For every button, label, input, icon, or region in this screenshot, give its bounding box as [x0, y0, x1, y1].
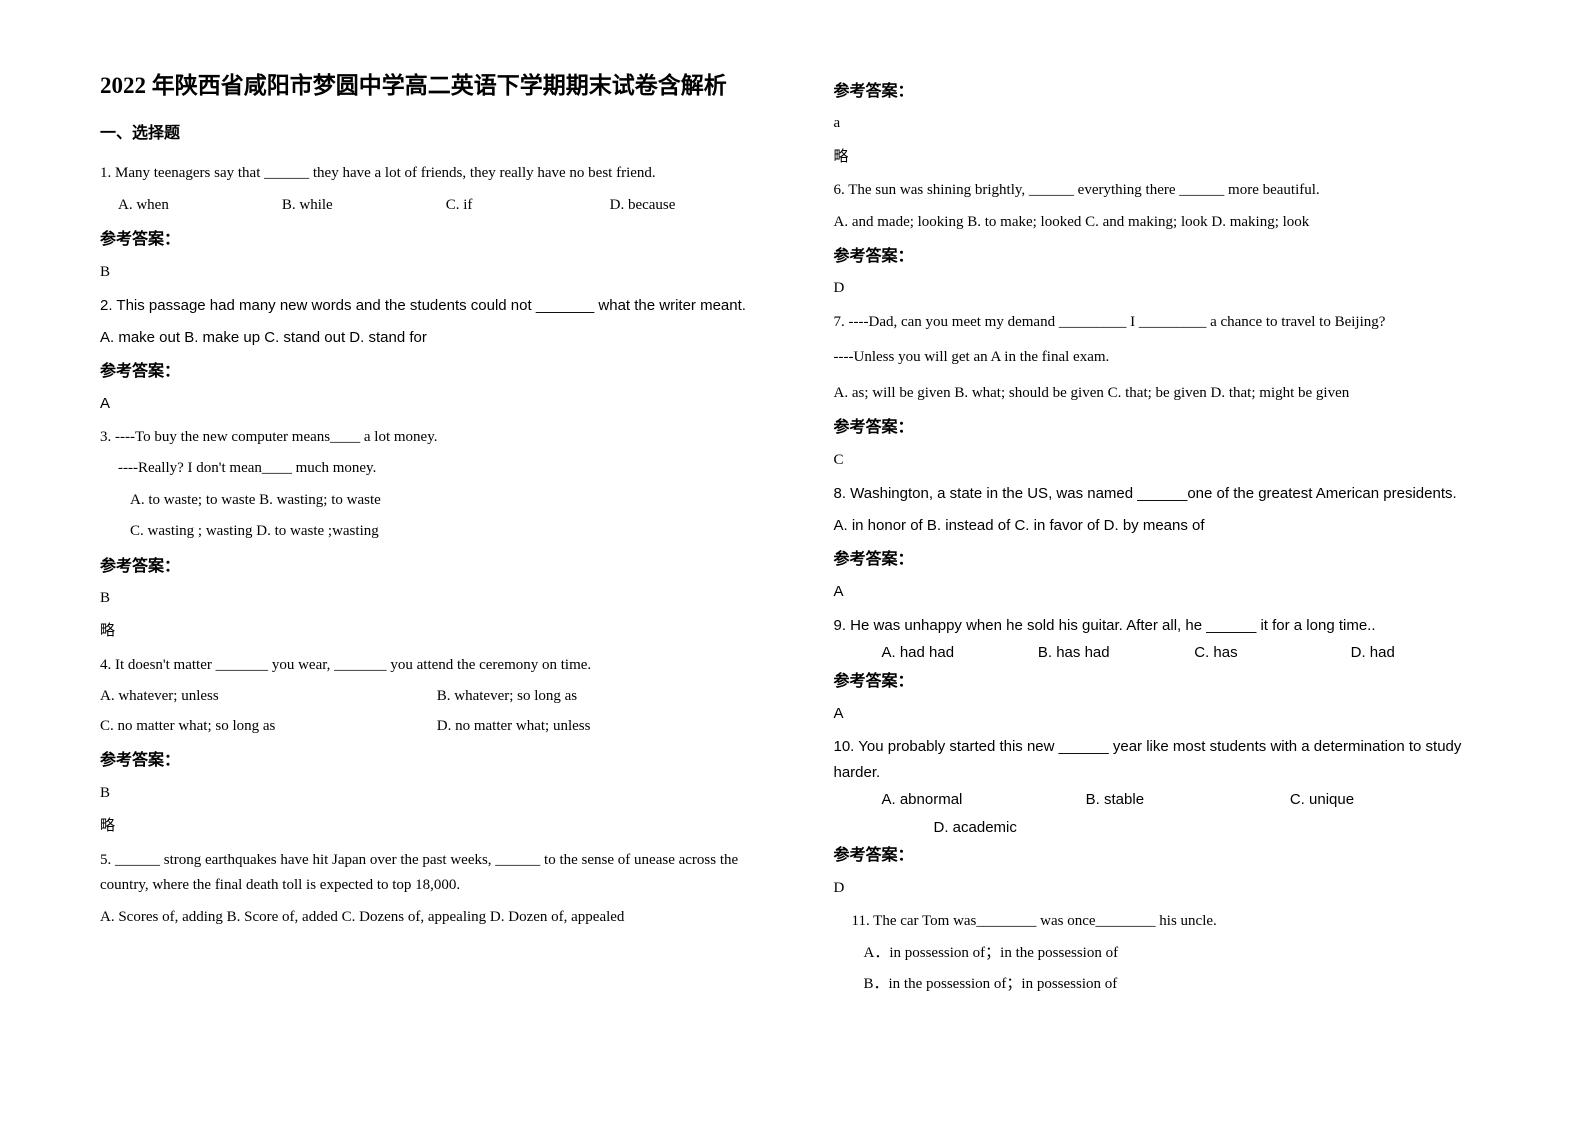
q3-answer: B	[100, 586, 774, 612]
q3-opts-cd: C. wasting ; wasting D. to waste ;wastin…	[100, 519, 774, 545]
q7-answer: C	[834, 448, 1508, 474]
q6-options: A. and made; looking B. to make; looked …	[834, 210, 1508, 236]
q3-omit: 略	[100, 619, 774, 645]
q1-text: 1. Many teenagers say that ______ they h…	[100, 161, 774, 187]
q8-text: 8. Washington, a state in the US, was na…	[834, 481, 1508, 507]
q2-options: A. make out B. make up C. stand out D. s…	[100, 325, 774, 351]
exam-page: 2022 年陕西省咸阳市梦圆中学高二英语下学期期末试卷含解析 一、选择题 1. …	[0, 0, 1587, 1044]
q1-opt-a: A. when	[118, 193, 282, 219]
q9-answer-label: 参考答案：	[834, 668, 1508, 695]
left-column: 2022 年陕西省咸阳市梦圆中学高二英语下学期期末试卷含解析 一、选择题 1. …	[100, 70, 774, 1004]
q9-opt-b: B. has had	[1038, 640, 1194, 666]
q1-answer: B	[100, 260, 774, 286]
q9-opt-d: D. had	[1351, 640, 1507, 666]
q3-answer-label: 参考答案：	[100, 553, 774, 580]
q4-opts-row2: C. no matter what; so long as D. no matt…	[100, 714, 774, 740]
q4-opt-a: A. whatever; unless	[100, 684, 437, 710]
section-heading: 一、选择题	[100, 120, 774, 147]
q4-answer: B	[100, 781, 774, 807]
q4-text: 4. It doesn't matter _______ you wear, _…	[100, 653, 774, 679]
page-title: 2022 年陕西省咸阳市梦圆中学高二英语下学期期末试卷含解析	[100, 70, 774, 102]
q10-answer: D	[834, 876, 1508, 902]
q10-answer-label: 参考答案：	[834, 842, 1508, 869]
q1-opt-d: D. because	[610, 193, 774, 219]
q1-opt-b: B. while	[282, 193, 446, 219]
q6-answer-label: 参考答案：	[834, 243, 1508, 270]
q4-opt-b: B. whatever; so long as	[437, 684, 774, 710]
q3-line2: ----Really? I don't mean____ much money.	[100, 456, 774, 482]
q1-answer-label: 参考答案：	[100, 226, 774, 253]
q10-opt-c: C. unique	[1290, 787, 1354, 813]
q6-answer: D	[834, 276, 1508, 302]
q2-text: 2. This passage had many new words and t…	[100, 293, 774, 319]
q5-omit: 略	[834, 145, 1508, 171]
q10-options-row1: A. abnormal B. stable C. unique	[834, 787, 1508, 813]
q7-line1: 7. ----Dad, can you meet my demand _____…	[834, 310, 1508, 336]
q2-answer-label: 参考答案：	[100, 358, 774, 385]
q9-options: A. had had B. has had C. has D. had	[834, 640, 1508, 666]
q10-text: 10. You probably started this new ______…	[834, 734, 1508, 785]
q7-options: A. as; will be given B. what; should be …	[834, 381, 1508, 407]
q1-options: A. when B. while C. if D. because	[100, 193, 774, 219]
q5-answer: a	[834, 111, 1508, 137]
q6-text: 6. The sun was shining brightly, ______ …	[834, 178, 1508, 204]
q5-answer-label: 参考答案：	[834, 78, 1508, 105]
q3-opts-ab: A. to waste; to waste B. wasting; to was…	[100, 488, 774, 514]
q10-opt-b: B. stable	[1086, 787, 1286, 813]
q5-text: 5. ______ strong earthquakes have hit Ja…	[100, 848, 774, 899]
q11-opt-a: A．in possession of；in the possession of	[834, 941, 1508, 967]
q4-opt-d: D. no matter what; unless	[437, 714, 774, 740]
q5-options: A. Scores of, adding B. Score of, added …	[100, 905, 774, 931]
q11-opt-b: B．in the possession of；in possession of	[834, 972, 1508, 998]
q3-line1: 3. ----To buy the new computer means____…	[100, 425, 774, 451]
q9-opt-a: A. had had	[882, 640, 1038, 666]
q9-answer: A	[834, 701, 1508, 727]
q9-opt-c: C. has	[1194, 640, 1350, 666]
q7-answer-label: 参考答案：	[834, 414, 1508, 441]
q10-opt-d: D. academic	[834, 815, 1508, 841]
q8-options: A. in honor of B. instead of C. in favor…	[834, 513, 1508, 539]
q7-line2: ----Unless you will get an A in the fina…	[834, 345, 1508, 371]
q4-opts-row1: A. whatever; unless B. whatever; so long…	[100, 684, 774, 710]
q1-opt-c: C. if	[446, 193, 610, 219]
q8-answer: A	[834, 579, 1508, 605]
q8-answer-label: 参考答案：	[834, 546, 1508, 573]
q10-opt-a: A. abnormal	[882, 787, 1082, 813]
q9-text: 9. He was unhappy when he sold his guita…	[834, 613, 1508, 639]
q2-answer: A	[100, 391, 774, 417]
q4-omit: 略	[100, 814, 774, 840]
q11-text: 11. The car Tom was________ was once____…	[834, 909, 1508, 935]
q4-answer-label: 参考答案：	[100, 747, 774, 774]
right-column: 参考答案： a 略 6. The sun was shining brightl…	[834, 70, 1508, 1004]
q4-opt-c: C. no matter what; so long as	[100, 714, 437, 740]
